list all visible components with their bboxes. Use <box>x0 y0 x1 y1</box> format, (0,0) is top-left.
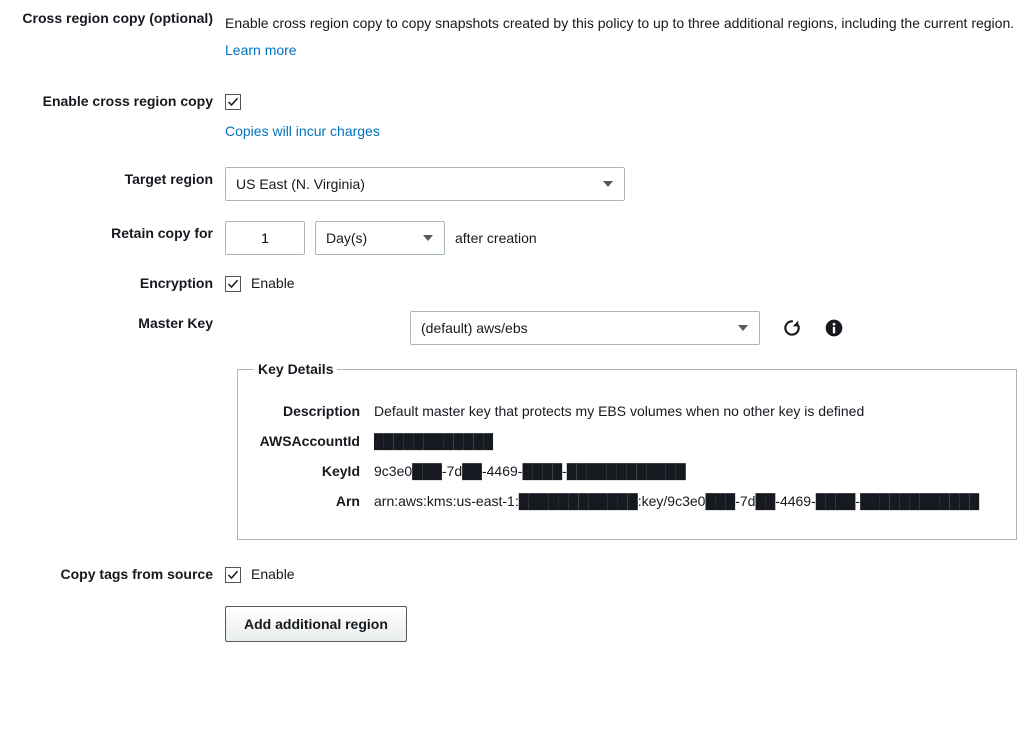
master-key-value: (default) aws/ebs <box>421 320 528 336</box>
section-title: Cross region copy (optional) <box>0 10 225 26</box>
kd-account-label: AWSAccountId <box>254 433 374 449</box>
encryption-enable-text: Enable <box>251 275 295 291</box>
copy-tags-label: Copy tags from source <box>0 566 225 582</box>
enable-crc-checkbox[interactable] <box>225 94 241 110</box>
kd-arn-value: arn:aws:kms:us-east-1:████████████:key/9… <box>374 493 1000 509</box>
refresh-icon[interactable] <box>782 318 802 338</box>
master-key-select[interactable]: (default) aws/ebs <box>410 311 760 345</box>
kd-keyid-label: KeyId <box>254 463 374 479</box>
target-region-value: US East (N. Virginia) <box>236 176 365 192</box>
encryption-label: Encryption <box>0 275 225 291</box>
section-description: Enable cross region copy to copy snapsho… <box>225 10 1029 63</box>
key-details-fieldset: Key Details Description Default master k… <box>237 361 1017 540</box>
encryption-checkbox[interactable] <box>225 276 241 292</box>
retain-label: Retain copy for <box>0 221 225 241</box>
add-additional-region-button[interactable]: Add additional region <box>225 606 407 642</box>
kd-description-label: Description <box>254 403 374 419</box>
copy-tags-enable-text: Enable <box>251 566 295 582</box>
kd-keyid-value: 9c3e0███-7d██-4469-████-████████████ <box>374 463 1000 479</box>
master-key-label: Master Key <box>0 311 225 331</box>
copy-tags-checkbox[interactable] <box>225 567 241 583</box>
enable-crc-label: Enable cross region copy <box>0 93 225 109</box>
chevron-down-icon <box>602 178 614 190</box>
kd-arn-label: Arn <box>254 493 374 509</box>
retain-unit-select[interactable]: Day(s) <box>315 221 445 255</box>
info-icon[interactable] <box>824 318 844 338</box>
key-details-legend: Key Details <box>254 361 337 377</box>
copies-charges-link[interactable]: Copies will incur charges <box>225 123 380 139</box>
retain-unit-value: Day(s) <box>326 230 367 246</box>
target-region-select[interactable]: US East (N. Virginia) <box>225 167 625 201</box>
retain-count-input[interactable] <box>225 221 305 255</box>
chevron-down-icon <box>737 322 749 334</box>
target-region-label: Target region <box>0 167 225 187</box>
learn-more-link[interactable]: Learn more <box>225 42 297 58</box>
chevron-down-icon <box>422 232 434 244</box>
kd-account-value: ████████████ <box>374 433 1000 449</box>
retain-suffix: after creation <box>455 230 537 246</box>
kd-description-value: Default master key that protects my EBS … <box>374 403 1000 419</box>
